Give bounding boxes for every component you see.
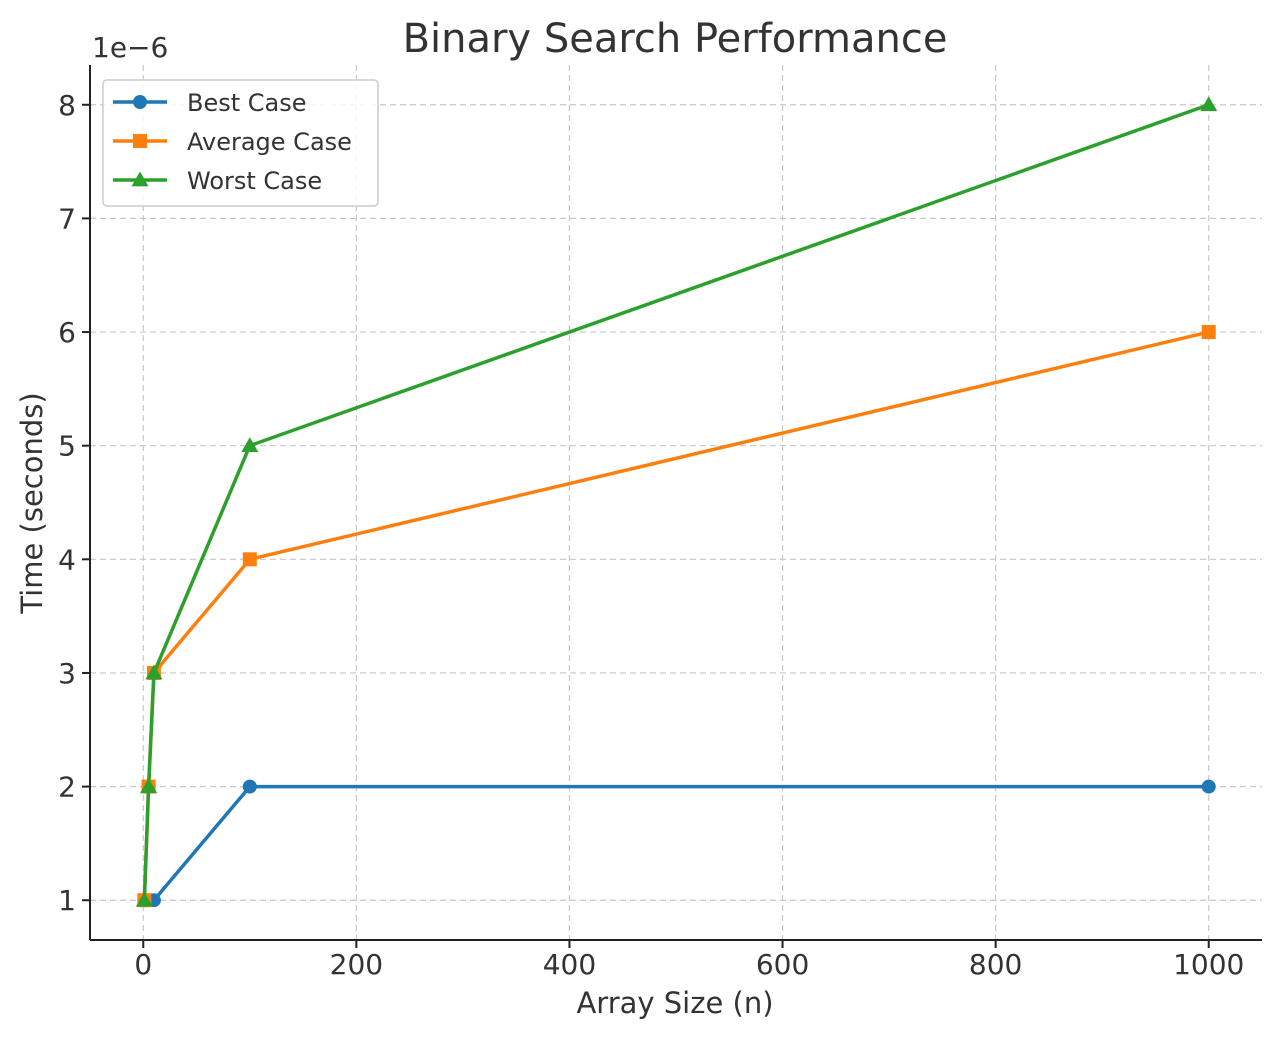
x-tick-label-1: 200 [330,948,383,981]
x-tick-label-0: 0 [134,948,152,981]
series-line-worst-case [142,103,1211,902]
x-tick-label-2: 400 [543,948,596,981]
tick-labels: 0 200 400 600 800 1000 1 2 3 4 5 6 7 8 [58,89,1244,981]
series-worst-case [135,96,1218,907]
data-point-worst-case-0 [135,891,153,907]
data-point-worst-case-4 [1200,96,1218,112]
y-tick-label-4: 5 [58,430,76,463]
y-tick-label-1: 2 [58,771,76,804]
data-point-worst-case-1 [140,778,158,793]
y-axis-label: Time (seconds) [15,392,49,614]
x-tick-label-3: 600 [756,948,809,981]
y-axis-offset-label: 1e−6 [92,31,168,64]
legend-entry-best-case: Best Case [113,89,307,117]
y-tick-label-2: 3 [58,657,76,690]
data-point-average-case-3 [242,552,257,567]
legend-marker-worst-case [131,171,149,187]
legend-marker-average-case [133,134,147,148]
legend-label-best-case: Best Case [187,89,307,117]
x-tick-label-5: 1000 [1173,948,1244,981]
y-tick-label-6: 7 [58,202,76,235]
data-point-average-case-4 [1201,325,1216,340]
y-tick-label-5: 6 [58,316,76,349]
x-tick-label-4: 800 [969,948,1022,981]
legend-entry-average-case: Average Case [113,128,352,156]
legend-label-average-case: Average Case [187,128,352,156]
data-point-best-case-3 [1201,779,1216,794]
data-point-best-case-2 [242,779,257,794]
series-line-average-case [142,330,1211,902]
legend-frame [102,79,379,207]
chart-title: Binary Search Performance [403,16,948,62]
y-tick-label-0: 1 [58,884,76,917]
data-point-worst-case-2 [145,664,163,680]
y-tick-label-7: 8 [58,89,76,122]
data-point-worst-case-3 [241,437,259,453]
legend-entry-worst-case: Worst Case [113,167,322,195]
axes [82,65,1262,948]
series-layer [135,96,1218,908]
legend-marker-best-case [133,95,147,109]
series-line-best-case [142,784,1211,902]
y-tick-label-3: 4 [58,543,76,576]
series-average-case [137,325,1216,908]
legend: Best Case Average Case Worst Case [102,79,379,207]
x-axis-label: Array Size (n) [576,986,773,1020]
series-best-case [137,779,1216,908]
legend-label-worst-case: Worst Case [187,167,322,195]
